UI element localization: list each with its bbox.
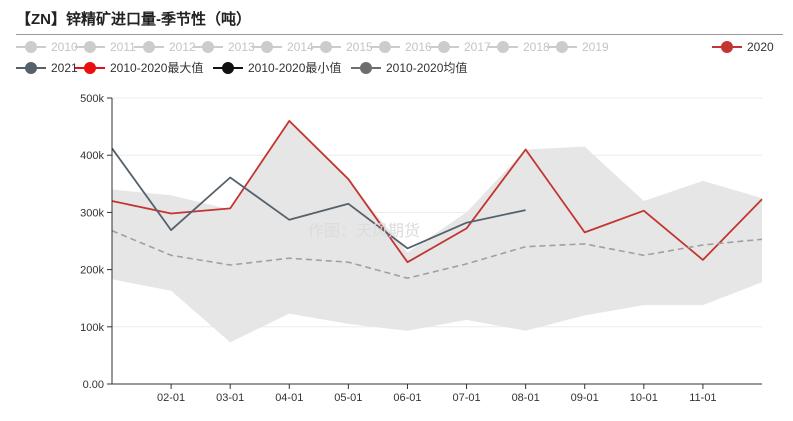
title-divider [16,34,783,35]
y-tick-label: 400k [80,150,104,162]
legend-item-2020: 2020 [712,40,774,54]
legend-marker-icon [222,62,234,74]
series-lines [111,120,763,280]
legend-label: 2014 [287,40,314,54]
legend-label: 2010 [51,40,78,54]
legend-label: 2010-2020均值 [386,60,467,75]
x-tick-label: 08-01 [512,392,540,404]
legend-marker-icon [84,62,96,74]
legend-marker-icon [721,41,733,53]
legend-item-2010-2020: 2010-2020最大值 [75,60,203,75]
x-tick-label: 06-01 [393,392,421,404]
legend-marker-icon [84,41,96,53]
legend-marker-icon [438,41,450,53]
legend-marker-icon [25,41,37,53]
x-tick-label: 04-01 [275,392,303,404]
x-tick-label: 07-01 [452,392,480,404]
legend-item-2021: 2021 [16,61,78,75]
legend-marker-icon [202,41,214,53]
legend-label: 2017 [464,40,491,54]
y-tick-label: 300k [80,207,104,219]
chart-title: 【ZN】锌精矿进口量-季节性（吨） [16,11,251,28]
legend-label: 2020 [747,40,774,54]
legend-item-2015: 2015 [311,40,373,54]
series-line-2010-2020 [111,229,763,280]
y-tick-label: 500k [80,93,104,105]
watermark: 作图：天风期货 [308,222,420,240]
x-tick-label: 09-01 [571,392,599,404]
legend-marker-icon [25,62,37,74]
legend-item-2010-2020: 2010-2020最小值 [213,60,341,75]
series-line-2020 [111,120,763,264]
y-tick-label: 200k [80,265,104,277]
legend-item-2010-2020: 2010-2020均值 [351,60,467,75]
legend-label: 2018 [523,40,550,54]
legend-item-2018: 2018 [488,40,550,54]
legend-label: 2010-2020最小值 [248,60,341,75]
legend-marker-icon [320,41,332,53]
min-max-band [112,120,762,343]
legend-item-2010: 2010 [16,40,78,54]
legend-label: 2015 [346,40,373,54]
legend-label: 2010-2020最大值 [110,60,203,75]
legend-marker-icon [360,62,372,74]
legend-label: 2011 [110,40,136,54]
legend-label: 2021 [51,61,78,75]
legend-label: 2016 [405,40,432,54]
legend-item-2019: 2019 [547,40,609,54]
legend-label: 2013 [228,40,255,54]
legend-item-2013: 2013 [193,40,255,54]
x-tick-label: 05-01 [334,392,362,404]
legend-marker-icon [497,41,509,53]
legend-marker-icon [261,41,273,53]
y-tick-label: 0.00 [83,379,104,391]
legend-label: 2012 [169,40,196,54]
legend: 2010 2011 2012 2013 2014 2015 2016 2017 2018 2019… [16,40,774,75]
legend-item-2012: 2012 [134,40,196,54]
y-tick-label: 100k [80,322,104,334]
legend-item-2014: 2014 [252,40,314,54]
x-tick-label: 10-01 [630,392,658,404]
legend-marker-icon [556,41,568,53]
legend-item-2016: 2016 [370,40,432,54]
series-line-2021 [111,147,526,250]
legend-marker-icon [143,41,155,53]
legend-label: 2019 [582,40,609,54]
legend-marker-icon [379,41,391,53]
x-tick-label: 02-01 [157,392,185,404]
axes: 0.00 100k 200k 300k 400k 500k 02-01 03-01 04-01 0… [80,93,762,404]
x-tick-label: 03-01 [216,392,244,404]
legend-item-2011: 2011 [75,40,136,54]
x-tick-label: 11-01 [689,392,716,404]
legend-item-2017: 2017 [429,40,491,54]
band-area [112,120,762,343]
